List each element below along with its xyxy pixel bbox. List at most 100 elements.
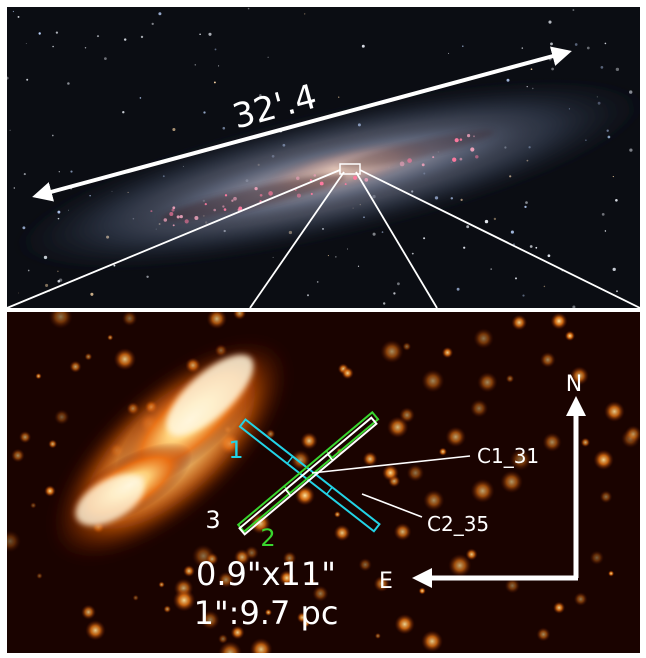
ir-source — [380, 339, 404, 364]
star — [307, 294, 309, 297]
hii-region — [470, 147, 475, 152]
star — [347, 248, 348, 250]
ir-source — [163, 605, 172, 613]
ir-source — [473, 328, 494, 349]
ir-source — [230, 625, 245, 640]
hii-region — [169, 212, 174, 216]
star — [52, 45, 54, 48]
star — [267, 56, 269, 58]
ir-source — [341, 366, 354, 380]
star — [12, 10, 14, 13]
ir-source — [48, 312, 73, 329]
star — [18, 292, 19, 294]
star — [397, 282, 400, 286]
star — [304, 13, 306, 15]
star — [57, 270, 59, 273]
hii-region — [319, 181, 324, 186]
star — [510, 230, 514, 234]
hii-region — [223, 208, 227, 211]
star — [96, 35, 100, 38]
ir-source — [593, 449, 614, 470]
compass: N E — [379, 372, 586, 594]
ir-source — [294, 485, 315, 506]
ir-source — [580, 437, 591, 448]
ir-source — [438, 447, 448, 456]
ir-source — [206, 312, 228, 330]
star — [203, 111, 206, 114]
star — [151, 22, 154, 26]
hii-region — [176, 215, 180, 219]
ir-source — [48, 439, 58, 449]
ir-source — [542, 432, 562, 452]
ir-source — [423, 489, 445, 511]
c1-label: C1_31 — [477, 444, 539, 468]
ir-source — [11, 448, 25, 463]
hii-region — [204, 202, 207, 206]
ir-source — [158, 581, 165, 588]
star — [327, 255, 329, 257]
ir-source — [132, 594, 139, 601]
c1-leader-line — [311, 455, 471, 474]
hii-region — [310, 192, 313, 196]
star — [26, 78, 29, 81]
ir-source — [550, 312, 568, 330]
hii-region — [222, 205, 225, 208]
ir-source — [172, 588, 196, 612]
hii-region — [233, 196, 237, 201]
ir-source — [569, 366, 589, 386]
star — [393, 292, 396, 295]
star — [383, 302, 386, 305]
ir-source — [536, 627, 551, 642]
hii-region — [459, 157, 463, 161]
hii-region — [407, 158, 412, 163]
hii-region — [163, 218, 168, 222]
star — [194, 64, 197, 66]
star — [522, 294, 525, 297]
ir-source — [18, 430, 32, 444]
hii-region — [224, 194, 228, 197]
hii-region — [399, 161, 405, 167]
star — [529, 245, 533, 248]
star — [9, 129, 11, 131]
star — [58, 171, 60, 173]
star — [543, 285, 546, 288]
slit-size-label: 0.9"x11" — [196, 555, 336, 593]
star — [123, 38, 127, 41]
ir-source — [386, 416, 409, 439]
hii-region — [184, 219, 189, 224]
ir-source — [393, 522, 412, 541]
ir-source — [296, 612, 308, 623]
ir-source — [465, 548, 478, 561]
ir-source — [44, 485, 56, 497]
star — [462, 45, 464, 47]
ir-source — [573, 592, 588, 606]
hii-region — [452, 157, 457, 162]
zoom-box — [339, 163, 361, 175]
star — [612, 176, 614, 178]
slit-2 — [236, 410, 380, 534]
star — [586, 46, 590, 50]
ir-source — [608, 570, 615, 577]
star — [574, 43, 578, 46]
star — [45, 283, 49, 287]
star — [506, 78, 510, 82]
star — [25, 43, 27, 45]
star — [629, 148, 633, 152]
ir-source — [282, 551, 297, 566]
hii-region — [172, 206, 176, 210]
hii-region — [171, 208, 175, 212]
hii-region — [231, 199, 234, 202]
scale-arrow — [32, 46, 572, 202]
hii-region — [150, 210, 153, 213]
ir-source — [624, 425, 640, 443]
star — [548, 20, 552, 24]
ir-source — [279, 570, 295, 586]
hii-region — [254, 186, 258, 191]
hii-region — [459, 138, 463, 141]
hii-region — [213, 208, 217, 212]
ir-source — [36, 572, 43, 580]
star — [67, 82, 70, 85]
star — [7, 76, 9, 80]
ir-source — [217, 571, 235, 588]
